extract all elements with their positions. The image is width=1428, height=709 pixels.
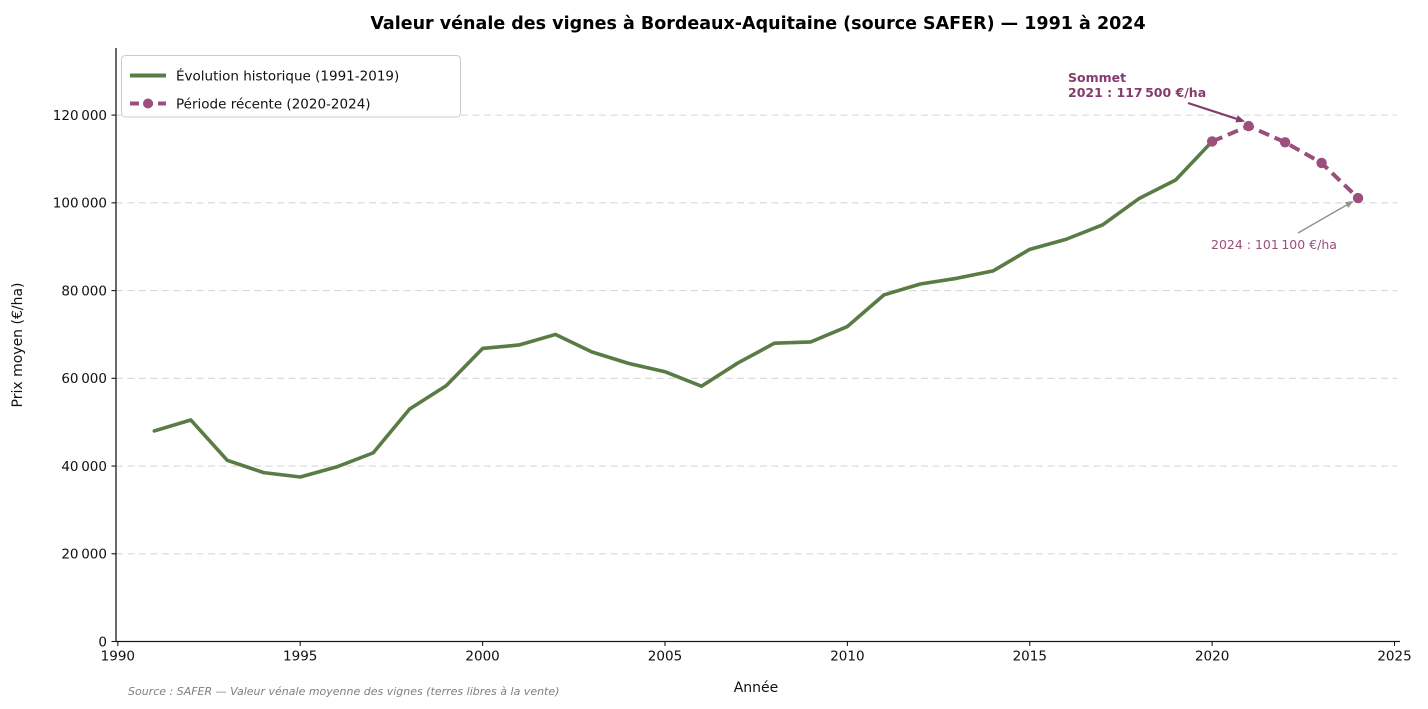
y-tick-label: 100 000 — [53, 196, 107, 212]
y-tick-label: 80 000 — [61, 283, 107, 299]
legend-frame — [121, 55, 461, 118]
x-axis-title: Année — [734, 680, 779, 696]
x-tick-label: 2020 — [1195, 649, 1229, 665]
legend-marker-recent — [143, 98, 153, 109]
legend-label-recent: Période récente (2020-2024) — [176, 97, 371, 113]
annotation-sommet-title: Sommet — [1068, 70, 1126, 85]
y-tick-label: 20 000 — [61, 547, 107, 563]
recent-point-2023 — [1316, 157, 1327, 169]
recent-line — [1211, 124, 1360, 200]
legend: Évolution historique (1991-2019) Période… — [121, 55, 461, 118]
chart-title: Valeur vénale des vignes à Bordeaux-Aqui… — [370, 14, 1145, 34]
recent-point-2024 — [1352, 192, 1364, 204]
x-tick-label: 2015 — [1013, 649, 1047, 665]
y-tick-label: 120 000 — [53, 108, 107, 124]
x-tick-label: 2025 — [1377, 649, 1411, 665]
x-tick-label: 2010 — [830, 649, 864, 665]
recent-point-2022 — [1279, 137, 1291, 148]
y-tick-label: 60 000 — [61, 371, 107, 387]
annotation-2024-value: 2024 : 101 100 €/ha — [1211, 237, 1337, 252]
annotation-arrows — [1187, 101, 1354, 234]
dernier-point-arrow-head — [1344, 201, 1354, 208]
axes: 1990 1995 2000 2005 2010 2015 2020 2025 0 20 000 4… — [53, 48, 1412, 665]
annotation-sommet-value: 2021 : 117 500 €/ha — [1068, 85, 1206, 100]
x-tick-label: 1990 — [101, 649, 135, 665]
dernier-point-arrow-shaft — [1297, 204, 1347, 234]
recent-point-2020 — [1206, 136, 1218, 147]
legend-label-historical: Évolution historique (1991-2019) — [176, 68, 399, 85]
sommet-arrow-head — [1235, 115, 1246, 123]
sommet-arrow-shaft — [1187, 101, 1237, 120]
historical-line — [152, 139, 1214, 479]
y-tick-label: 0 — [98, 634, 107, 650]
source-note: Source : SAFER — Valeur vénale moyenne d… — [128, 685, 559, 698]
x-tick-label: 2005 — [648, 649, 682, 665]
y-tick-label: 40 000 — [61, 459, 107, 475]
recent-point-2021 — [1243, 120, 1254, 132]
x-tick-label: 1995 — [283, 649, 317, 665]
data-series — [152, 120, 1364, 479]
y-axis-title: Prix moyen (€/ha) — [10, 282, 26, 407]
x-tick-label: 2000 — [465, 649, 499, 665]
